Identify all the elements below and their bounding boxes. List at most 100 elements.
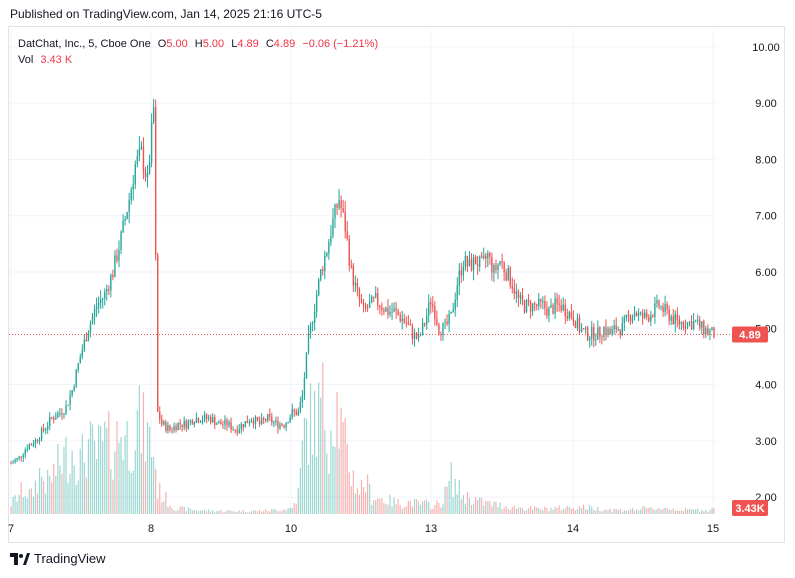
volume-bar bbox=[83, 462, 85, 514]
candle-body bbox=[478, 256, 481, 267]
candle-body bbox=[275, 420, 277, 422]
volume-bar bbox=[265, 509, 267, 514]
candle-body bbox=[654, 303, 656, 317]
volume-bar bbox=[226, 510, 228, 514]
volume-bar bbox=[289, 507, 291, 514]
candle-body bbox=[132, 184, 134, 190]
volume-bar bbox=[527, 508, 530, 514]
candle-body bbox=[236, 430, 238, 433]
candle-body bbox=[466, 255, 469, 266]
candle-body bbox=[69, 395, 71, 405]
volume-bar bbox=[144, 461, 147, 514]
volume-bar bbox=[499, 502, 501, 514]
candle-body bbox=[61, 413, 63, 415]
volume-bar bbox=[417, 501, 420, 514]
volume-bar bbox=[67, 482, 69, 514]
candle-body bbox=[303, 378, 306, 396]
volume-bar bbox=[668, 509, 670, 514]
candle-body bbox=[458, 270, 460, 286]
volume-bar bbox=[210, 511, 212, 514]
volume-bar bbox=[515, 509, 517, 514]
candle-body bbox=[460, 270, 463, 276]
volume-bar bbox=[57, 443, 59, 514]
volume-bar bbox=[552, 509, 554, 514]
volume-bar bbox=[419, 504, 422, 514]
volume-bar bbox=[656, 509, 658, 514]
volume-bar bbox=[601, 511, 603, 514]
volume-bar bbox=[81, 433, 83, 514]
candle-body bbox=[397, 310, 399, 315]
y-tick-label: 10.00 bbox=[752, 42, 780, 54]
volume-bar bbox=[318, 382, 320, 514]
candle-body bbox=[309, 324, 312, 334]
candle-body bbox=[570, 311, 573, 318]
legend-close-label: C bbox=[265, 38, 274, 50]
candle-body bbox=[73, 386, 75, 391]
candle-body bbox=[385, 307, 387, 312]
volume-bar bbox=[238, 510, 240, 514]
candle-body bbox=[10, 463, 12, 465]
candle-body bbox=[591, 327, 593, 339]
volume-bar bbox=[328, 473, 330, 514]
volume-bar bbox=[428, 501, 430, 514]
candle-body bbox=[554, 298, 556, 314]
volume-bar bbox=[415, 499, 418, 514]
candle-body bbox=[230, 421, 232, 430]
volume-bar bbox=[697, 508, 699, 514]
candle-body bbox=[713, 327, 715, 338]
candle-body bbox=[101, 298, 104, 300]
volume-bar bbox=[201, 510, 204, 514]
candle-body bbox=[627, 314, 630, 316]
volume-bar bbox=[126, 420, 128, 514]
candle-body bbox=[623, 317, 626, 324]
volume-bar bbox=[114, 451, 116, 514]
volume-bar bbox=[183, 506, 185, 514]
candle-body bbox=[507, 267, 509, 281]
volume-bar bbox=[240, 512, 242, 514]
volume-bar bbox=[413, 498, 416, 514]
volume-bar bbox=[383, 503, 385, 514]
volume-bar bbox=[61, 473, 63, 514]
volume-bar bbox=[354, 493, 356, 514]
candle-body bbox=[432, 304, 434, 307]
volume-bar bbox=[525, 509, 528, 514]
candle-body bbox=[242, 424, 244, 428]
chart-frame bbox=[8, 26, 785, 543]
candle-body bbox=[57, 413, 59, 418]
candle-body bbox=[595, 339, 597, 341]
volume-bar bbox=[175, 511, 177, 514]
volume-bar bbox=[519, 507, 522, 514]
candle-body bbox=[389, 311, 391, 315]
volume-bar bbox=[670, 509, 672, 514]
volume-bar bbox=[609, 508, 611, 514]
candle-body bbox=[112, 274, 114, 278]
volume-bar bbox=[629, 509, 632, 514]
candle-body bbox=[228, 421, 230, 426]
volume-bar bbox=[587, 509, 589, 514]
volume-bar bbox=[432, 509, 434, 514]
candle-body bbox=[169, 425, 171, 430]
volume-bar bbox=[128, 470, 130, 514]
volume-bar bbox=[195, 510, 198, 514]
candle-body bbox=[650, 315, 652, 322]
x-tick-label: 14 bbox=[567, 523, 579, 535]
candle-body bbox=[175, 425, 177, 430]
candle-body bbox=[660, 306, 662, 308]
volume-bar bbox=[434, 504, 436, 514]
volume-bar bbox=[403, 507, 405, 514]
volume-bar bbox=[454, 478, 456, 514]
candle-body bbox=[81, 350, 84, 357]
candle-body bbox=[637, 312, 640, 316]
volume-bar bbox=[151, 457, 153, 514]
candle-body bbox=[621, 323, 624, 336]
volume-bar bbox=[352, 470, 354, 514]
volume-bar bbox=[220, 510, 222, 514]
volume-bar bbox=[47, 469, 49, 514]
volume-bar bbox=[232, 511, 234, 514]
volume-bar bbox=[542, 510, 544, 514]
candle-body bbox=[448, 313, 450, 325]
candle-body bbox=[140, 146, 143, 149]
candle-body bbox=[322, 269, 324, 272]
volume-bar bbox=[187, 507, 189, 514]
